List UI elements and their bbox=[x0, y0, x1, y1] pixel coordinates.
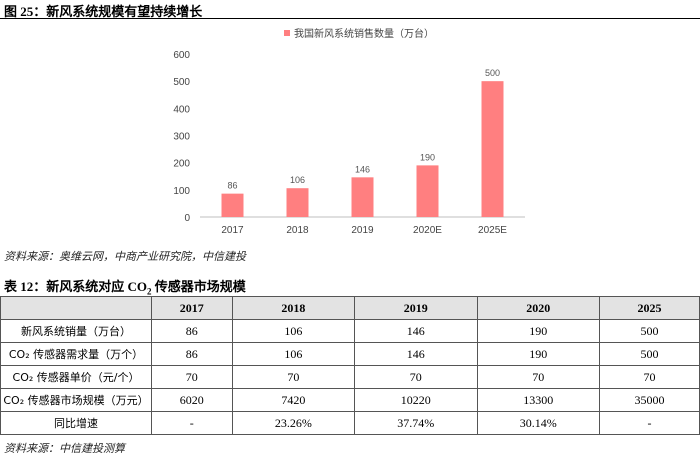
table-cell: - bbox=[599, 411, 700, 435]
x-tick-label: 2020E bbox=[413, 225, 442, 236]
table-cell: 500 bbox=[599, 319, 700, 343]
table-cell: 70 bbox=[151, 365, 233, 389]
table-cell: 106 bbox=[231, 319, 356, 343]
bar bbox=[286, 188, 309, 217]
y-tick-label: 500 bbox=[173, 77, 190, 88]
row-label: CO₂ 传感器需求量（万个） bbox=[0, 342, 152, 366]
table-cell: 70 bbox=[354, 365, 478, 389]
x-tick-label: 2017 bbox=[221, 225, 244, 236]
table-header-cell bbox=[0, 296, 152, 320]
y-tick-label: 400 bbox=[173, 104, 190, 115]
row-label: 同比增速 bbox=[0, 411, 152, 435]
row-label: CO₂ 传感器单价（元/个） bbox=[0, 365, 152, 389]
bar bbox=[416, 165, 439, 217]
y-tick-label: 200 bbox=[173, 159, 190, 170]
table-cell: 70 bbox=[476, 365, 601, 389]
x-tick-label: 2018 bbox=[286, 225, 309, 236]
table-header-cell: 2019 bbox=[354, 296, 478, 320]
table-row: CO₂ 传感器需求量（万个） 86 106 146 190 500 bbox=[0, 342, 700, 366]
row-label: CO₂ 传感器市场规模（万元） bbox=[0, 388, 152, 412]
data-label: 86 bbox=[227, 181, 237, 191]
y-tick-label: 100 bbox=[173, 186, 190, 197]
legend-label: 我国新风系统销售数量（万台） bbox=[294, 27, 434, 40]
table-cell: 35000 bbox=[599, 388, 700, 412]
table-cell: 500 bbox=[599, 342, 700, 366]
y-tick-label: 300 bbox=[173, 132, 190, 143]
y-tick-label: 600 bbox=[173, 50, 190, 61]
table-cell: 10220 bbox=[354, 388, 478, 412]
data-label: 106 bbox=[290, 175, 305, 185]
figure-title-rule bbox=[0, 18, 700, 19]
table-cell: 190 bbox=[476, 319, 601, 343]
table-row: CO₂ 传感器单价（元/个） 70 70 70 70 70 bbox=[0, 365, 700, 389]
table-title: 表 12：新风系统对应 CO2 传感器市场规模 bbox=[4, 279, 246, 297]
table-cell: - bbox=[151, 411, 233, 435]
data-label: 500 bbox=[485, 68, 500, 78]
table-cell: 37.74% bbox=[354, 411, 478, 435]
table-cell: 146 bbox=[354, 319, 478, 343]
table-cell: 190 bbox=[476, 342, 601, 366]
table-row: 新风系统销量（万台） 86 106 146 190 500 bbox=[0, 319, 700, 343]
data-label: 146 bbox=[355, 164, 370, 174]
table-cell: 30.14% bbox=[476, 411, 601, 435]
row-label: 新风系统销量（万台） bbox=[0, 319, 152, 343]
bar bbox=[351, 177, 374, 217]
table-cell: 70 bbox=[599, 365, 700, 389]
table-header-cell: 2017 bbox=[151, 296, 233, 320]
table-cell: 86 bbox=[151, 342, 233, 366]
bar bbox=[221, 193, 244, 217]
table-row: CO₂ 传感器市场规模（万元） 6020 7420 10220 13300 35… bbox=[0, 388, 700, 412]
table-source: 资料来源：中信建投测算 bbox=[4, 442, 125, 455]
table-cell: 146 bbox=[354, 342, 478, 366]
table-cell: 70 bbox=[231, 365, 356, 389]
legend-swatch bbox=[284, 30, 290, 36]
x-tick-label: 2025E bbox=[478, 225, 507, 236]
table-header-cell: 2020 bbox=[476, 296, 601, 320]
table-cell: 13300 bbox=[476, 388, 601, 412]
x-tick-label: 2019 bbox=[351, 225, 374, 236]
table-cell: 23.26% bbox=[231, 411, 356, 435]
table-cell: 6020 bbox=[151, 388, 233, 412]
sensor-market-table: 2017 2018 2019 2020 2025 新风系统销量（万台） 86 1… bbox=[0, 296, 700, 435]
figure-source: 资料来源：奥维云网，中商产业研究院，中信建投 bbox=[4, 250, 246, 263]
table-cell: 106 bbox=[231, 342, 356, 366]
table-row: 同比增速 - 23.26% 37.74% 30.14% - bbox=[0, 411, 700, 435]
data-label: 190 bbox=[420, 152, 435, 162]
y-tick-label: 0 bbox=[184, 213, 190, 224]
table-cell: 7420 bbox=[231, 388, 356, 412]
figure-title: 图 25：新风系统规模有望持续增长 bbox=[4, 4, 203, 19]
table-header-cell: 2018 bbox=[231, 296, 356, 320]
table-header-cell: 2025 bbox=[599, 296, 700, 320]
table-cell: 86 bbox=[151, 319, 233, 343]
bar bbox=[481, 81, 504, 217]
bar-chart: 我国新风系统销售数量（万台） 0 100 200 300 400 500 600 86 2017 1… bbox=[173, 27, 525, 236]
table-header-row: 2017 2018 2019 2020 2025 bbox=[0, 296, 700, 320]
